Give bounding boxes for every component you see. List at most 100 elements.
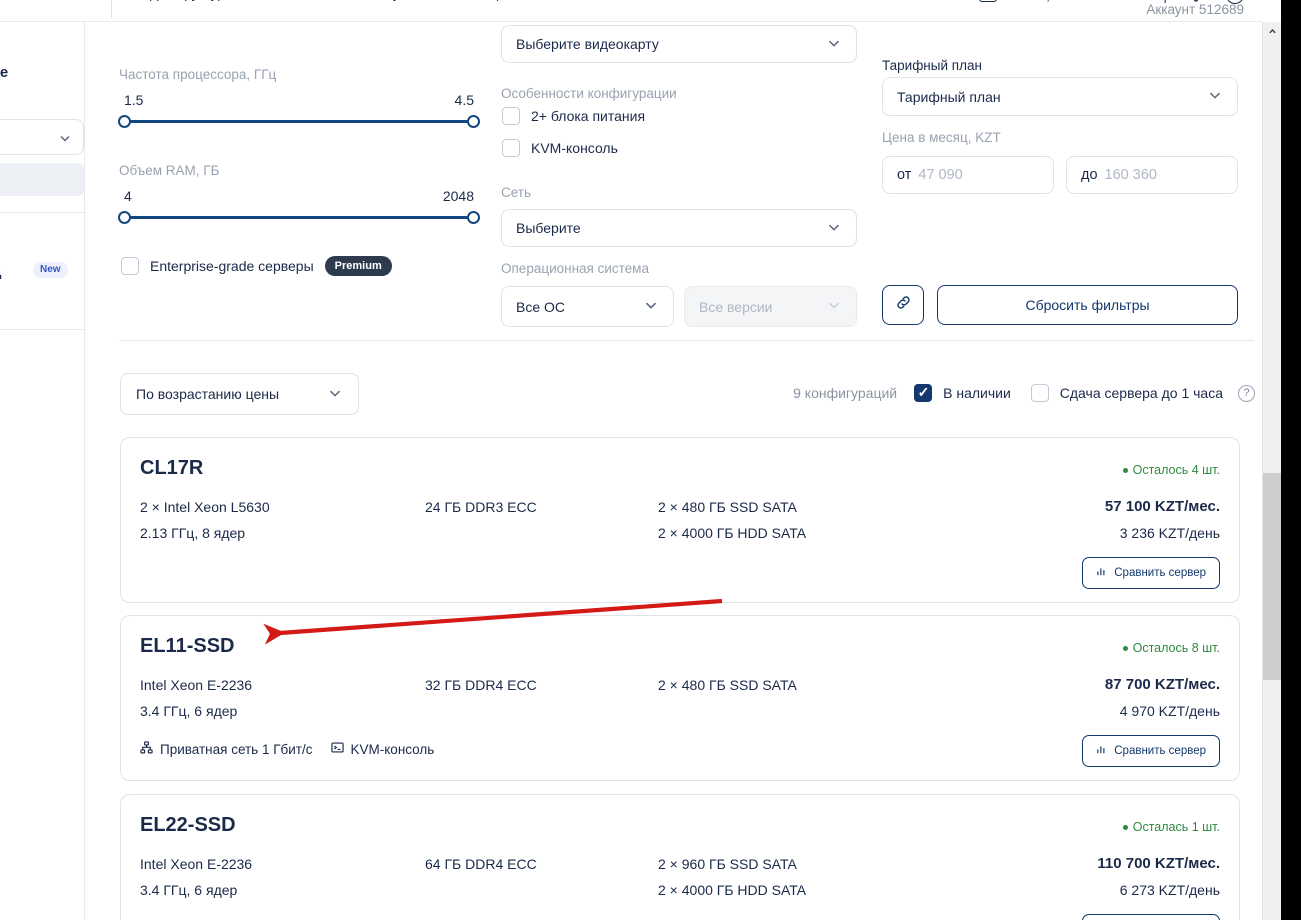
- network-label: Сеть: [501, 185, 532, 200]
- tariff-select[interactable]: Тарифный план: [882, 77, 1238, 116]
- sidebar-divider-1: [0, 212, 84, 213]
- compare-server-label: Сравнить сервер: [1114, 567, 1206, 579]
- stock-label: Осталось 4 шт.: [1132, 463, 1220, 477]
- cpu-frequency-max: 4.5: [454, 92, 474, 108]
- fast-delivery-label[interactable]: Сдача сервера до 1 часа: [1059, 385, 1223, 401]
- nav-tab-products[interactable]: Продукты: [0, 0, 112, 18]
- tag-label: KVM-консоль: [350, 741, 435, 757]
- question-mark-icon[interactable]: ?: [1238, 384, 1255, 402]
- config-feature-kvm-row[interactable]: KVM-консоль: [502, 139, 618, 157]
- config-feature-psu-checkbox[interactable]: [502, 107, 520, 125]
- enterprise-grade-row[interactable]: Enterprise-grade серверы Premium: [121, 256, 392, 277]
- sidebar-selected-item[interactable]: [0, 163, 84, 196]
- nav-links: Инфраструктура Биллинг Аккаунт Помощь: [128, 0, 505, 1]
- server-disk-1: 2 × 480 ГБ SSD SATA: [658, 499, 797, 515]
- network-select-value: Выберите: [516, 220, 581, 236]
- sidebar-select[interactable]: [0, 119, 84, 155]
- bar-chart-icon: [1096, 566, 1107, 580]
- config-feature-kvm-checkbox[interactable]: [502, 139, 520, 157]
- server-card[interactable]: EL22-SSD Осталась 1 шт. Intel Xeon E-223…: [120, 794, 1240, 920]
- bell-icon[interactable]: [1188, 0, 1204, 3]
- ram-slider[interactable]: 4 2048: [118, 188, 480, 233]
- stock-dot-icon: [1122, 645, 1128, 651]
- in-stock-label[interactable]: В наличии: [943, 385, 1011, 401]
- account-label[interactable]: Аккаунт 512689: [1146, 2, 1244, 17]
- scroll-up-arrow-icon[interactable]: [1263, 22, 1282, 40]
- nav-link-billing[interactable]: Биллинг: [272, 0, 324, 1]
- os-select[interactable]: Все ОС: [501, 286, 674, 327]
- ram-knob-left[interactable]: [118, 210, 131, 224]
- reset-filters-button[interactable]: Сбросить фильтры: [937, 285, 1238, 325]
- chevron-down-icon: [643, 297, 659, 316]
- ram-track[interactable]: [118, 210, 480, 224]
- price-from-prefix: от: [897, 167, 912, 183]
- in-stock-checkbox[interactable]: [914, 383, 933, 402]
- server-cpu: 2 × Intel Xeon L5630: [140, 499, 270, 515]
- config-count: 9 конфигураций: [793, 385, 898, 401]
- copy-link-button[interactable]: [882, 285, 924, 325]
- network-select[interactable]: Выберите: [501, 209, 857, 247]
- server-cpu-sub: 3.4 ГГц, 6 ядер: [140, 882, 238, 898]
- gpu-select[interactable]: Выберите видеокарту: [501, 25, 857, 63]
- compare-server-button[interactable]: Сравнить сервер: [1082, 557, 1220, 589]
- config-feature-psu-row[interactable]: 2+ блока питания: [502, 107, 645, 125]
- stock-badge: Осталась 1 шт.: [1122, 820, 1220, 834]
- stock-badge: Осталось 8 шт.: [1122, 641, 1220, 655]
- nav-link-help[interactable]: Помощь: [453, 0, 505, 1]
- terminal-icon: [330, 741, 344, 757]
- cpu-frequency-knob-left[interactable]: [118, 114, 131, 128]
- enterprise-grade-checkbox[interactable]: [121, 257, 139, 276]
- enterprise-grade-label: Enterprise-grade серверы: [150, 258, 314, 275]
- os-version-select[interactable]: Все версии: [684, 286, 857, 327]
- sort-right-group: 9 конфигураций В наличии Сдача сервера д…: [793, 383, 1255, 402]
- balance-widget[interactable]: 55 997,81 KZT: [978, 0, 1094, 3]
- cpu-frequency-label: Частота процессора, ГГц: [119, 67, 277, 82]
- billing-period[interactable]: 1 месяц: [1116, 0, 1166, 3]
- chevron-down-icon: [826, 35, 842, 54]
- gpu-select-value: Выберите видеокарту: [516, 36, 659, 52]
- compare-server-button[interactable]: Сравнить сервер: [1082, 914, 1220, 920]
- price-to-input[interactable]: до 160 360: [1066, 156, 1238, 194]
- stock-dot-icon: [1122, 824, 1128, 830]
- sort-select[interactable]: По возрастанию цены: [120, 373, 359, 415]
- compare-server-button[interactable]: Сравнить сервер: [1082, 735, 1220, 767]
- ram-knob-right[interactable]: [467, 210, 480, 224]
- price-to-prefix: до: [1081, 167, 1098, 183]
- vertical-scrollbar[interactable]: [1262, 22, 1282, 920]
- config-feature-kvm-label: KVM-консоль: [531, 140, 618, 156]
- cpu-frequency-slider[interactable]: 1.5 4.5: [118, 92, 480, 137]
- server-cpu-sub: 3.4 ГГц, 6 ядер: [140, 703, 238, 719]
- server-price-month: 110 700 KZT/мес.: [1097, 855, 1220, 872]
- nav-right-group: 55 997,81 KZT 1 месяц: [978, 0, 1244, 4]
- price-to-value: 160 360: [1104, 167, 1157, 183]
- server-name: EL22-SSD: [140, 814, 236, 836]
- server-name: CL17R: [140, 457, 204, 479]
- reset-filters-label: Сбросить фильтры: [1025, 297, 1150, 313]
- ram-label: Объем RAM, ГБ: [119, 163, 220, 178]
- fast-delivery-checkbox[interactable]: [1030, 384, 1049, 402]
- sidebar-divider-2: [0, 329, 84, 330]
- tag-label: Приватная сеть 1 Гбит/с: [160, 741, 313, 757]
- cpu-frequency-knob-right[interactable]: [467, 114, 480, 128]
- nav-link-infrastructure[interactable]: Инфраструктура: [128, 0, 232, 1]
- left-sidebar: зование Д New: [0, 22, 85, 920]
- scrollbar-thumb[interactable]: [1263, 473, 1282, 680]
- server-card[interactable]: EL11-SSD Осталось 8 шт. Intel Xeon E-223…: [120, 615, 1240, 781]
- chevron-down-icon: [58, 131, 72, 150]
- filters-divider: [119, 340, 1254, 341]
- tag-private-network: Приватная сеть 1 Гбит/с: [140, 741, 313, 757]
- server-cpu: Intel Xeon E-2236: [140, 677, 253, 693]
- server-price-day: 3 236 KZT/день: [1119, 525, 1220, 541]
- nav-link-account[interactable]: Аккаунт: [364, 0, 413, 1]
- server-ram: 24 ГБ DDR3 ECC: [425, 499, 537, 515]
- sidebar-item-label[interactable]: Д: [0, 263, 1, 279]
- ram-max: 2048: [442, 188, 474, 204]
- price-from-input[interactable]: от 47 090: [882, 156, 1054, 194]
- server-cpu: Intel Xeon E-2236: [140, 856, 253, 872]
- server-card[interactable]: CL17R Осталось 4 шт. 2 × Intel Xeon L563…: [120, 437, 1240, 603]
- server-disk-1: 2 × 960 ГБ SSD SATA: [658, 856, 797, 872]
- cpu-frequency-track[interactable]: [118, 114, 480, 128]
- credit-card-icon: [978, 0, 997, 2]
- sidebar-title: зование: [0, 64, 9, 81]
- server-price-day: 6 273 KZT/день: [1119, 882, 1220, 898]
